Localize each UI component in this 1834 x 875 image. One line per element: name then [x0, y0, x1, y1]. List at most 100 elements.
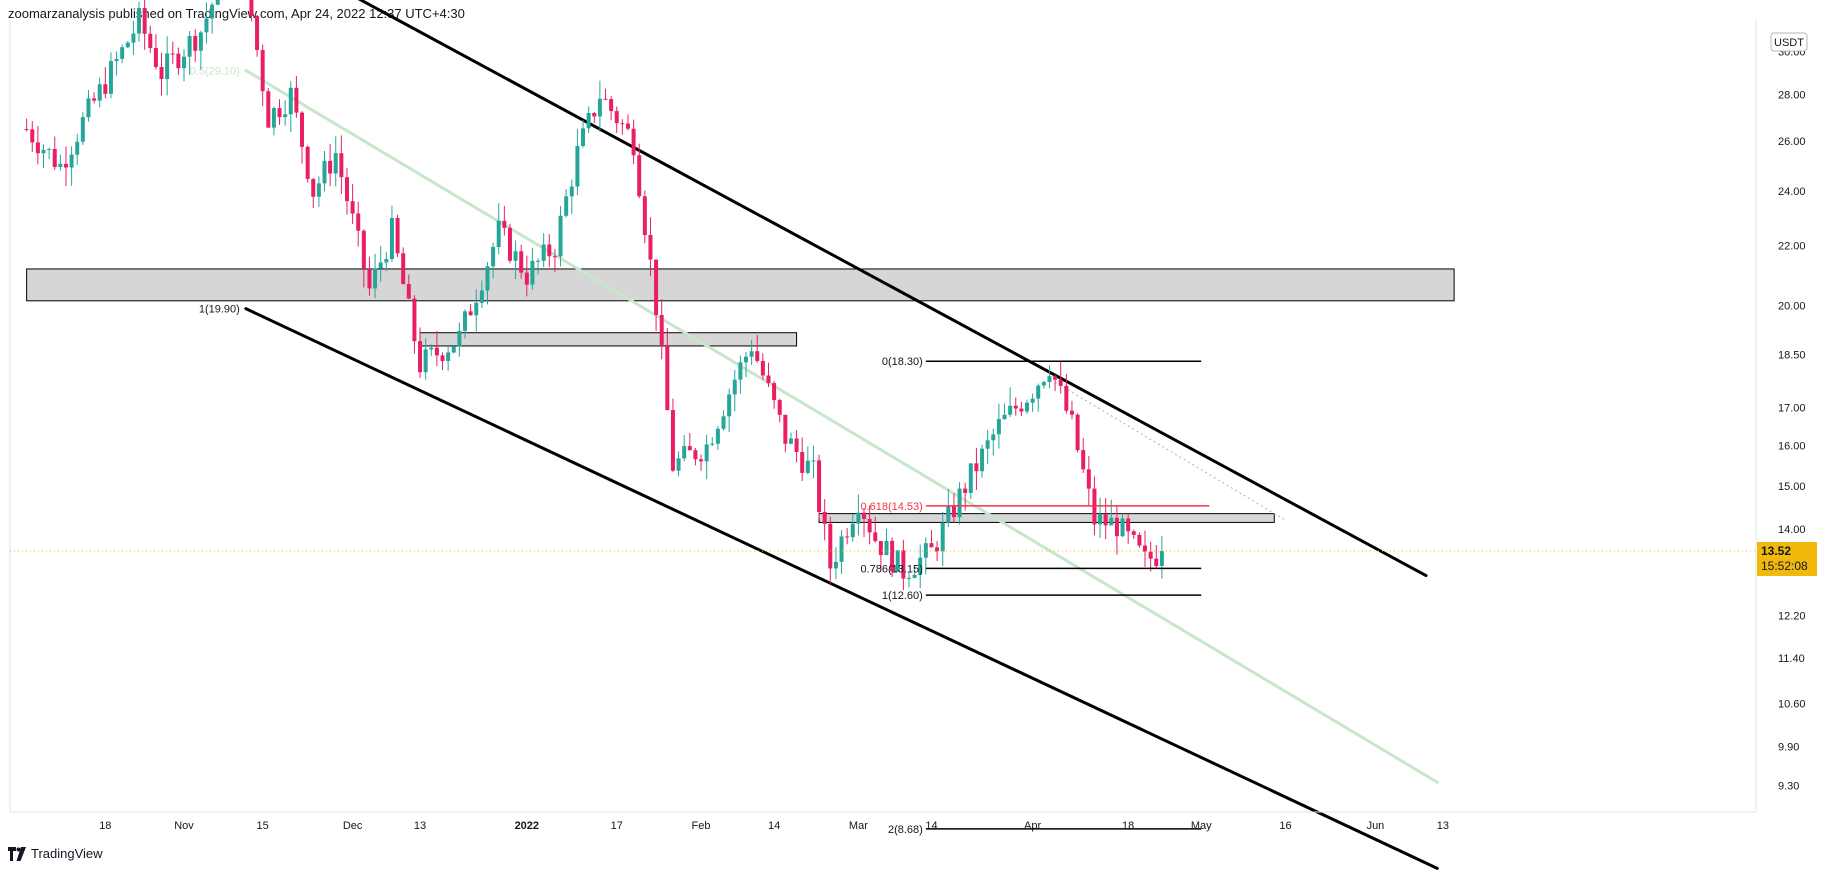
x-tick-18: 18 — [1122, 820, 1134, 832]
candle-body — [530, 260, 535, 285]
currency-badge[interactable]: USDT — [1770, 32, 1808, 52]
candle-body — [1069, 410, 1074, 415]
candle-body — [946, 505, 951, 523]
zones-layer — [26, 268, 1455, 523]
candle-body — [131, 33, 136, 43]
candle-body — [283, 114, 288, 118]
candle-body — [963, 488, 968, 493]
candle-body — [912, 574, 917, 578]
x-tick-May: May — [1191, 820, 1212, 832]
zone-rect-4 — [818, 513, 1275, 523]
candle-body — [176, 53, 181, 69]
candle-body — [727, 394, 732, 417]
candle-body — [305, 146, 310, 179]
candle-body — [699, 459, 704, 462]
candle-body — [187, 35, 192, 57]
candle-body — [547, 244, 552, 257]
last-price-box — [1757, 542, 1817, 576]
x-tick-Jun: Jun — [1367, 820, 1385, 832]
y-tick-12.20: 12.20 — [1778, 610, 1806, 622]
candle-body — [564, 196, 569, 216]
candle-body — [552, 256, 557, 258]
last-price-value: 13.52 — [1761, 544, 1791, 558]
candle-body — [401, 253, 406, 285]
candle-body — [423, 349, 428, 373]
candle-body — [344, 177, 349, 202]
candle-body — [755, 351, 760, 361]
candle-body — [1008, 405, 1013, 415]
tradingview-logo-icon — [8, 846, 26, 861]
candle-body — [833, 561, 838, 569]
candle-body — [586, 112, 591, 129]
candle-body — [777, 400, 782, 415]
candle-body — [103, 84, 108, 94]
candle-body — [895, 550, 900, 572]
candle-body — [974, 463, 979, 472]
candle-body — [929, 543, 934, 548]
candle-body — [271, 108, 276, 128]
candle-body — [609, 99, 614, 112]
candle-body — [642, 196, 647, 235]
axes-layer: 9.309.9010.6011.4012.2013.5014.0015.0016… — [9, 20, 1806, 832]
candle-body — [575, 146, 580, 187]
fib-layer: 0(18.30) 0.618(14.53) 0.786(13.15) 1(12.60)… — [860, 356, 1210, 836]
last-price-countdown: 15:52:08 — [1761, 559, 1808, 573]
candle-body — [395, 217, 400, 254]
candle-body — [1154, 558, 1159, 566]
candle-body — [878, 541, 883, 556]
candle-body — [496, 220, 501, 248]
candle-body — [300, 112, 305, 147]
candle-body — [339, 153, 344, 178]
candle-body — [1064, 385, 1069, 411]
candle-body — [951, 505, 956, 518]
candle-body — [114, 58, 119, 62]
candle-body — [463, 311, 467, 331]
x-tick-Dec: Dec — [343, 820, 363, 832]
candle-body — [446, 352, 451, 362]
candle-body — [159, 67, 164, 80]
candle-body — [165, 53, 170, 80]
x-tick-13: 13 — [1437, 820, 1449, 832]
candle-body — [873, 532, 878, 542]
candle-body — [47, 148, 52, 150]
upper-channel-extension — [1054, 381, 1286, 521]
candle-body — [148, 33, 153, 48]
candle-body — [277, 108, 282, 118]
candle-body — [676, 458, 681, 471]
x-tick-Mar: Mar — [849, 820, 868, 832]
candle-body — [412, 298, 417, 342]
candle-body — [968, 463, 973, 493]
candle-body — [1159, 551, 1164, 566]
fib-label-18.3: 0(18.30) — [882, 356, 923, 368]
candle-body — [957, 488, 962, 518]
candle-body — [670, 410, 675, 471]
candle-body — [389, 217, 394, 260]
candle-body — [434, 347, 439, 356]
candle-body — [373, 268, 378, 289]
candles-layer — [24, 0, 1164, 591]
x-tick-Nov: Nov — [174, 820, 194, 832]
candle-body — [108, 61, 113, 94]
candle-body — [255, 16, 260, 51]
candle-body — [406, 284, 411, 299]
candle-body — [732, 379, 737, 395]
candle-body — [1120, 518, 1125, 537]
candle-body — [935, 547, 940, 552]
candle-body — [170, 53, 175, 55]
candle-body — [502, 220, 507, 228]
candle-body — [738, 362, 743, 380]
candle-body — [182, 56, 186, 69]
candle-body — [721, 416, 726, 429]
candle-body — [485, 266, 490, 291]
fib-label-8.68: 2(8.68) — [888, 824, 923, 836]
candle-body — [311, 178, 316, 197]
candle-body — [120, 47, 125, 59]
publisher-line: zoomarzanalysis published on TradingView… — [8, 6, 465, 21]
candle-body — [24, 129, 29, 131]
candle-body — [440, 355, 445, 362]
y-tick-20.00: 20.00 — [1778, 300, 1806, 312]
candle-body — [1109, 517, 1114, 526]
channel-label-1: 1(19.90) — [199, 304, 240, 316]
candle-body — [805, 460, 810, 473]
